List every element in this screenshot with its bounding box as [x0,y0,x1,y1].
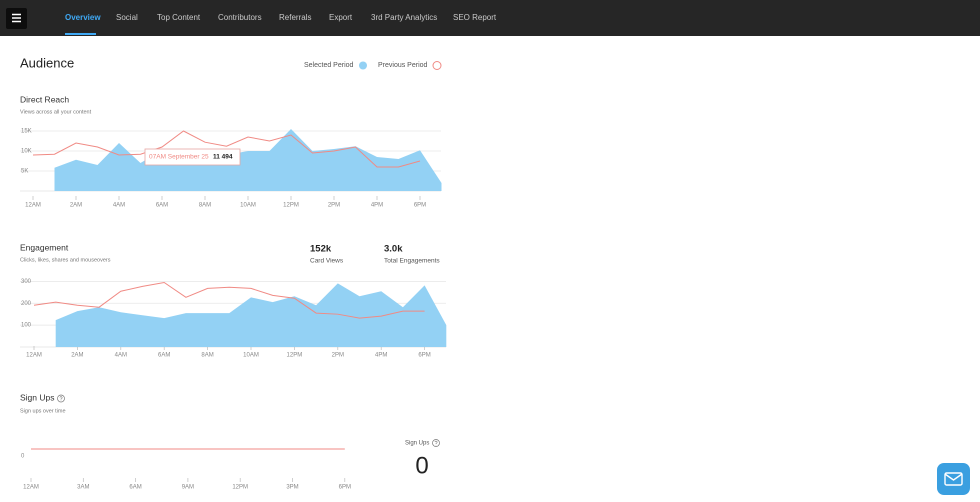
chart: 5K 10K 15K 12AM 2AM 4AM 6AM 8AM 10AM 12PM 2PM 4PM 6P… [20,129,442,209]
stat-value: 3.0k [384,244,403,255]
legend-swatch [432,61,442,70]
y-tick-label: 300 [21,279,32,285]
chart: 100 200 300 12AM 2AM 4AM 6AM 8AM 10AM 12PM 2PM 4PM 6… [20,279,447,359]
x-tick-label: 12AM [23,485,39,491]
x-tick-label: 4AM [113,203,125,209]
tooltip: 07AM September 25 11 494 [144,148,241,166]
x-tick-label: 10AM [240,203,256,209]
nav-item[interactable]: 3rd Party Analytics [371,13,437,22]
x-tick-label: 6AM [129,485,141,491]
x-tick-label: 3AM [77,485,89,491]
y-tick-label: 200 [21,301,32,307]
nav-item[interactable]: Export [329,13,353,22]
menu-icon [12,13,21,23]
legend-swatch [359,61,367,70]
x-tick-label: 2AM [71,353,83,359]
chat-button[interactable] [937,463,970,495]
x-tick-label: 8AM [199,203,211,209]
y-tick-label: 10K [21,149,32,155]
x-tick-label: 9AM [182,485,194,491]
y-tick-label: 5K [21,169,28,175]
chart: 0 12AM 3AM 6AM 9AM 12PM 3PM 6PM [21,448,351,491]
chart-title: Engagement [20,242,69,252]
x-tick-label: 12AM [26,353,42,359]
help-icon[interactable] [432,439,440,447]
nav-item[interactable]: Overview [65,13,101,22]
stat-label: Total Engagements [384,258,440,265]
nav-bar [0,0,980,36]
stat-value: 152k [310,244,332,255]
y-tick-label: 15K [21,129,32,135]
x-tick-label: 2AM [70,203,82,209]
y-tick-label: 0 [21,454,25,460]
legend-label: Previous Period [378,62,428,69]
nav-item[interactable]: Social [116,13,138,22]
chart-subtitle: Views across all your content [20,109,92,115]
nav-item[interactable]: SEO Report [453,13,497,22]
area [55,283,447,347]
x-tick-label: 10AM [243,353,259,359]
nav-item[interactable]: Contributors [218,13,262,22]
chart-title: Sign Ups [20,392,55,402]
x-tick-label: 12PM [283,203,299,209]
x-tick-label: 12AM [25,203,41,209]
x-tick-label: 6PM [339,485,351,491]
x-tick-label: 6AM [156,203,168,209]
legend-label: Selected Period [304,62,354,69]
nav-item[interactable]: Top Content [157,13,201,22]
chart-subtitle: Sign ups over time [20,408,66,414]
area [54,129,442,191]
widget-value: 0 [415,452,428,479]
x-tick-label: 4PM [371,203,383,209]
x-tick-label: 6AM [158,353,170,359]
nav-item[interactable]: Referrals [279,13,311,22]
tooltip-time: 07AM September 25 [149,154,209,161]
line [32,130,421,168]
x-tick-label: 12PM [287,353,303,359]
section-title: Audience [20,55,74,70]
x-tick-label: 2PM [332,353,344,359]
chart-subtitle: Clicks, likes, shares and mouseovers [20,257,111,263]
y-tick-label: 100 [21,323,32,329]
help-icon[interactable] [57,394,65,403]
x-tick-label: 4PM [375,353,387,359]
x-tick-label: 4AM [115,353,127,359]
chart-title: Direct Reach [20,94,69,104]
x-tick-label: 6PM [418,353,430,359]
tooltip-box [144,148,241,166]
x-tick-label: 8AM [201,353,213,359]
active-underline [65,33,96,35]
stat-label: Card Views [310,258,344,265]
x-tick-label: 6PM [414,203,426,209]
widget-label: Sign Ups [405,441,429,447]
x-tick-label: 2PM [328,203,340,209]
line [33,281,425,319]
tooltip-value: 11 494 [213,154,233,161]
x-tick-label: 3PM [286,485,298,491]
x-tick-label: 12PM [232,485,248,491]
